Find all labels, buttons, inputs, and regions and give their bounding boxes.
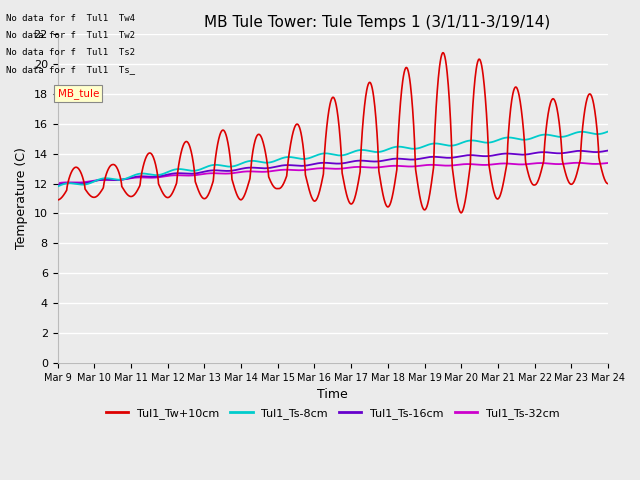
Text: No data for f  Tul1  Ts2: No data for f Tul1 Ts2 (6, 48, 136, 57)
Text: No data for f  Tul1  Tw4: No data for f Tul1 Tw4 (6, 14, 136, 24)
X-axis label: Time: Time (317, 388, 348, 401)
Text: No data for f  Tul1  Tw2: No data for f Tul1 Tw2 (6, 31, 136, 40)
Text: MB_tule: MB_tule (58, 88, 99, 98)
Text: No data for f  Tul1  Ts_: No data for f Tul1 Ts_ (6, 65, 136, 74)
Y-axis label: Temperature (C): Temperature (C) (15, 147, 28, 250)
Title: MB Tule Tower: Tule Temps 1 (3/1/11-3/19/14): MB Tule Tower: Tule Temps 1 (3/1/11-3/19… (204, 15, 550, 30)
Legend: Tul1_Tw+10cm, Tul1_Ts-8cm, Tul1_Ts-16cm, Tul1_Ts-32cm: Tul1_Tw+10cm, Tul1_Ts-8cm, Tul1_Ts-16cm,… (101, 404, 564, 423)
